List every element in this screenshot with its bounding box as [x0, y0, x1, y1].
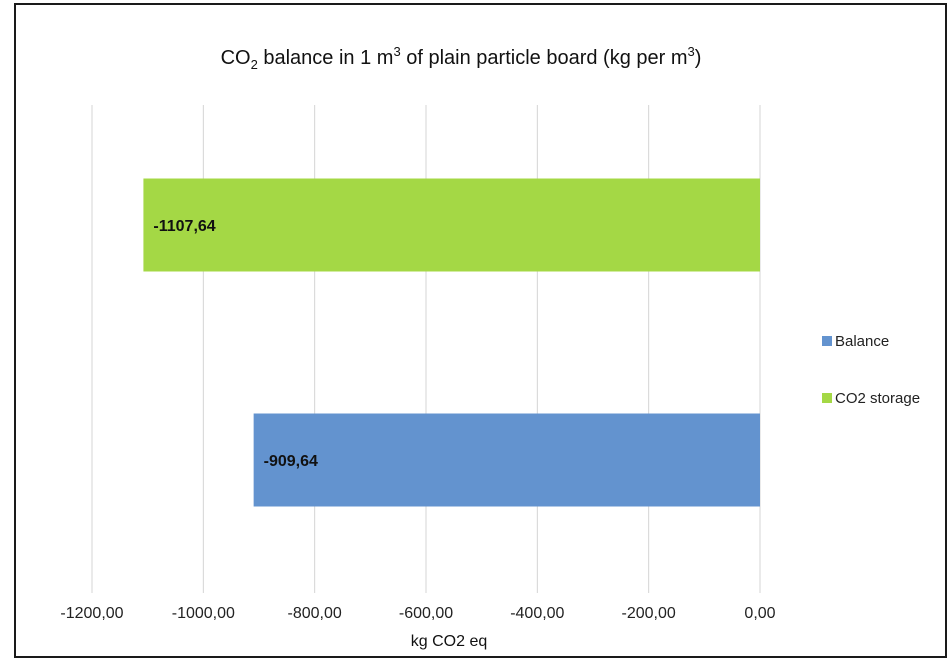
chart-frame: CO2 balance in 1 m3 of plain particle bo… — [14, 3, 947, 658]
x-tick-label: -800,00 — [288, 605, 342, 622]
gridlines — [91, 105, 761, 593]
bar-balance — [253, 413, 760, 507]
x-tick-labels: -1200,00 -1000,00 -800,00 -600,00 -400,00 -20… — [60, 605, 775, 622]
chart-title: CO2 balance in 1 m3 of plain particle bo… — [221, 44, 702, 72]
x-tick-label: -200,00 — [622, 605, 676, 622]
title-middle: balance in 1 m — [258, 47, 394, 69]
title-subscript: 2 — [251, 57, 258, 72]
legend-label: Balance — [835, 333, 889, 350]
bars — [143, 178, 761, 507]
x-tick-label: 0,00 — [744, 605, 775, 622]
legend: Balance CO2 storage — [822, 333, 920, 407]
title-end: ) — [695, 47, 702, 69]
data-label-balance: -909,64 — [264, 453, 318, 470]
data-label-co2-storage: -1107,64 — [153, 218, 215, 235]
legend-swatch — [822, 336, 832, 346]
x-tick-label: -1000,00 — [172, 605, 235, 622]
chart-svg: CO2 balance in 1 m3 of plain particle bo… — [60, 44, 920, 650]
bar-co2-storage — [143, 178, 761, 272]
title-suffix: of plain particle board (kg per m — [401, 47, 688, 69]
x-tick-label: -600,00 — [399, 605, 453, 622]
legend-swatch — [822, 393, 832, 403]
legend-label: CO2 storage — [835, 390, 920, 407]
title-superscript-2: 3 — [688, 44, 695, 59]
x-axis-title: kg CO2 eq — [411, 633, 487, 650]
title-prefix: CO — [221, 47, 251, 69]
x-tick-label: -400,00 — [510, 605, 564, 622]
x-tick-label: -1200,00 — [60, 605, 123, 622]
data-labels: -1107,64 -909,64 — [153, 218, 318, 470]
title-superscript-1: 3 — [393, 44, 400, 59]
